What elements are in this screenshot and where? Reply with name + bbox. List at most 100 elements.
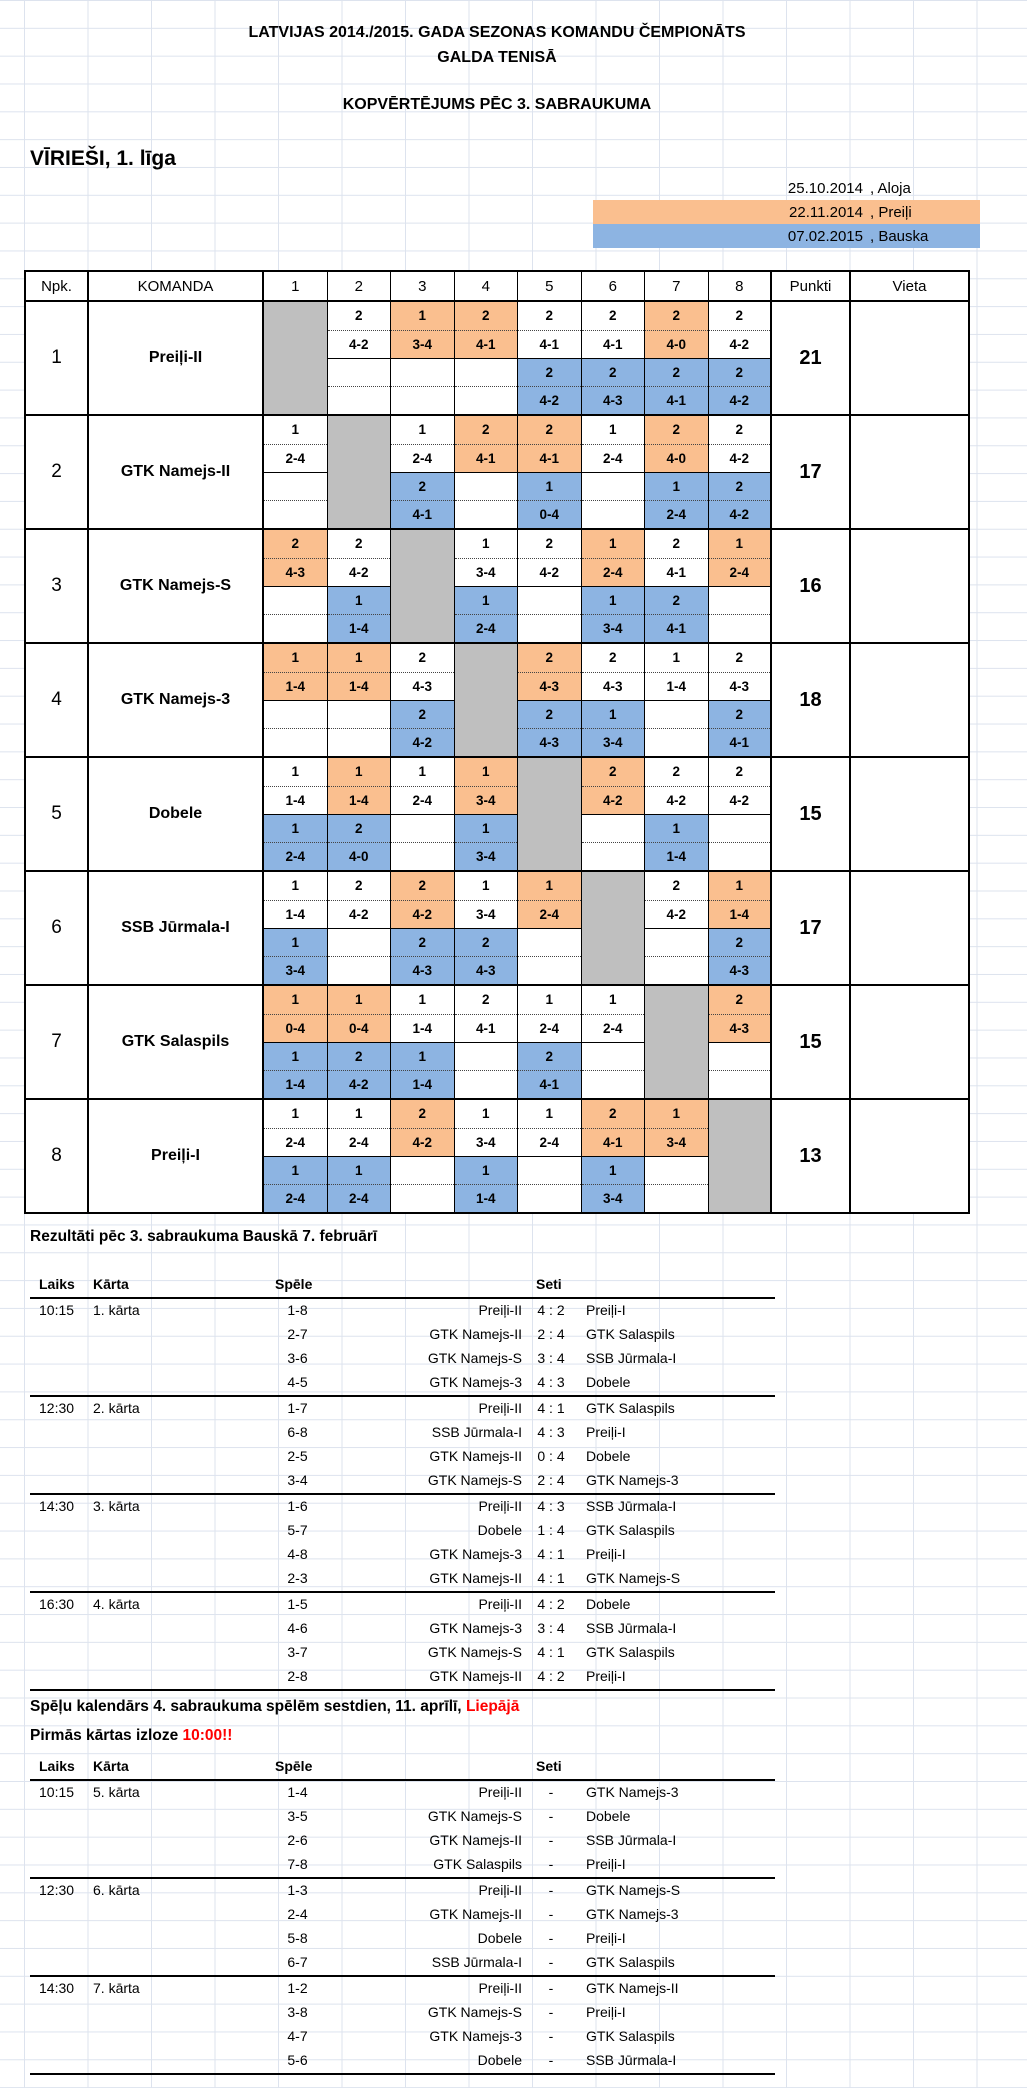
match-points: 2	[391, 472, 454, 500]
match-points: 2	[518, 1042, 581, 1070]
game-code: 1-6	[287, 1498, 308, 1514]
team-number: 6	[26, 872, 89, 984]
game-row: 10:15 1. kārta 1-8 Preiļi-II 4 : 2 Preiļi-I	[30, 1299, 775, 1323]
set-score: 1-4	[264, 672, 327, 700]
set-score: 4-2	[391, 728, 454, 756]
set-score: 3-4	[454, 786, 517, 814]
match-points: 2	[391, 700, 454, 728]
header-col-1: 1	[264, 272, 328, 300]
set-score: 2-4	[264, 842, 327, 870]
match-points: 2	[645, 530, 708, 558]
header-place: Vieta	[851, 272, 968, 300]
results-title: Rezultāti pēc 3. sabraukuma Bauskā 7. fe…	[30, 1228, 378, 1245]
game-cell: 1 3-4 1 3-4	[454, 758, 518, 870]
match-points: 1	[581, 586, 644, 614]
away-team: GTK Namejs-3	[586, 1906, 679, 1922]
match-points: 2	[391, 1100, 454, 1128]
set-score: 4-2	[581, 786, 644, 814]
home-team: GTK Namejs-S	[427, 1472, 522, 1488]
schedule-header: Laiks Kārta Spēle Seti	[30, 1755, 775, 1781]
main-subtitle: GALDA TENISĀ	[437, 49, 557, 66]
game-code: 2-7	[287, 1326, 308, 1342]
set-score: 1-4	[264, 786, 327, 814]
header-col-7: 7	[645, 272, 709, 300]
set-score	[264, 728, 327, 756]
set-score: 1-4	[391, 1014, 454, 1042]
set-score	[391, 386, 454, 414]
home-team: GTK Namejs-II	[429, 1570, 522, 1586]
set-score	[327, 386, 390, 414]
match-points: 1	[264, 1042, 327, 1070]
game-cell: 1 3-4 2 4-3	[454, 872, 518, 984]
match-points: 1	[645, 644, 708, 672]
set-score: 2-4	[327, 1184, 390, 1212]
set-score: 1-4	[264, 900, 327, 928]
game-code: 3-6	[287, 1350, 308, 1366]
game-cell: 1 2-4 1 3-4	[581, 530, 645, 642]
match-points: 2	[645, 872, 708, 900]
away-team: Preiļi-I	[586, 1302, 626, 1318]
team-block: 6 SSB Jūrmala-I 1 1-4 1 3-4 2 4-2 2 4-2 2 4-3 1 3-4 2 4…	[26, 870, 968, 984]
game-score: 3 : 4	[537, 1350, 565, 1366]
match-points: 1	[454, 1156, 517, 1184]
round-time: 12:30	[39, 1400, 75, 1416]
home-team: Preiļi-II	[478, 1498, 522, 1514]
team-number: 7	[26, 986, 89, 1098]
set-score	[454, 500, 517, 528]
summary-title: KOPVĒRTĒJUMS PĒC 3. SABRAUKUMA	[342, 96, 652, 113]
game-cell: 1 1-4 1 2-4	[264, 758, 328, 870]
team-number: 1	[26, 302, 89, 414]
set-score	[327, 728, 390, 756]
header-npk: Npk.	[26, 272, 89, 300]
set-score: 0-4	[327, 1014, 390, 1042]
set-score: 3-4	[454, 558, 517, 586]
game-row: 3-5 GTK Namejs-S - Dobele	[30, 1805, 775, 1829]
set-score: 1-4	[327, 786, 390, 814]
game-row: 5-8 Dobele - Preiļi-I	[30, 1927, 775, 1951]
game-code: 3-8	[287, 2004, 308, 2020]
match-points	[327, 700, 390, 728]
set-score	[645, 956, 708, 984]
match-points: 1	[454, 872, 517, 900]
match-points: 1	[327, 1156, 390, 1184]
team-name: GTK Salaspils	[89, 986, 264, 1098]
away-team: Preiļi-I	[586, 1856, 626, 1872]
legend-row: 07.02.2015 , Bauska	[593, 224, 980, 248]
self-cell	[708, 1100, 772, 1212]
game-code: 5-6	[287, 2052, 308, 2068]
round-name: 1. kārta	[93, 1302, 140, 1318]
set-score: 2-4	[391, 444, 454, 472]
set-score	[581, 1070, 644, 1098]
set-score: 1-4	[454, 1184, 517, 1212]
match-points: 1	[454, 1100, 517, 1128]
home-team: Dobele	[477, 1522, 522, 1538]
match-points: 2	[708, 986, 770, 1014]
game-code: 2-3	[287, 1570, 308, 1586]
set-score: 4-3	[708, 1014, 770, 1042]
set-score: 4-3	[264, 558, 327, 586]
match-points: 2	[327, 530, 390, 558]
points-value: 17	[772, 416, 851, 528]
set-score: 3-4	[391, 330, 454, 358]
set-score: 4-2	[391, 900, 454, 928]
match-points: 2	[708, 358, 770, 386]
set-score	[454, 386, 517, 414]
away-team: GTK Salaspils	[586, 1400, 675, 1416]
schedule-header: Laiks Kārta Spēle Seti	[30, 1273, 775, 1299]
set-score	[581, 500, 644, 528]
match-points: 1	[391, 302, 454, 330]
set-score: 4-1	[581, 1128, 644, 1156]
match-points: 1	[264, 1100, 327, 1128]
game-cell: 2 4-2 1 1-4	[327, 530, 391, 642]
game-score: -	[548, 2052, 554, 2068]
team-name: GTK Namejs-II	[89, 416, 264, 528]
set-score	[391, 842, 454, 870]
home-team: Preiļi-II	[478, 1784, 522, 1800]
game-row: 4-8 GTK Namejs-3 4 : 1 Preiļi-I	[30, 1543, 775, 1567]
set-score: 4-2	[708, 786, 770, 814]
set-score: 4-1	[708, 728, 770, 756]
set-score: 1-4	[327, 672, 390, 700]
set-score	[264, 500, 327, 528]
calendar-title-location: Liepājā	[465, 1698, 520, 1715]
round-name: 5. kārta	[93, 1784, 140, 1800]
